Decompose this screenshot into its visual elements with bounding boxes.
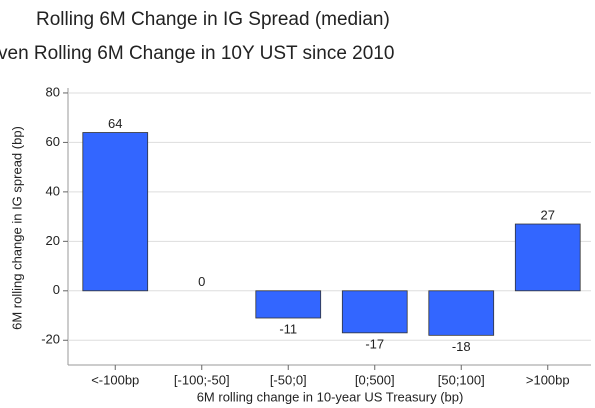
y-axis-label: 6M rolling change in IG spread (bp) [9, 126, 24, 330]
y-tick-label: 40 [46, 183, 60, 198]
value-label: -17 [365, 336, 384, 351]
bar [428, 290, 495, 336]
x-axis-label: 6M rolling change in 10-year US Treasury… [197, 389, 464, 404]
x-tick-label: [0;500] [355, 372, 395, 387]
chart-title: Rolling 6M Change in IG Spread (median) [36, 9, 390, 30]
value-label: -18 [452, 339, 471, 354]
y-tick-label: 60 [46, 134, 60, 149]
y-tick-label: 0 [53, 282, 60, 297]
value-label: 27 [541, 207, 555, 222]
y-tick-label: 20 [46, 233, 60, 248]
x-tick-label: >100bp [526, 372, 570, 387]
x-tick-label: [-50;0] [270, 372, 307, 387]
bar [255, 290, 322, 319]
chart-subtitle: ven Rolling 6M Change in 10Y UST since 2… [0, 43, 394, 64]
x-tick-label: [50;100] [438, 372, 485, 387]
y-tick-label: -20 [41, 332, 60, 347]
bar [514, 223, 581, 292]
y-tick-label: 80 [46, 84, 60, 99]
value-label: -11 [279, 321, 297, 336]
bar [82, 132, 149, 292]
x-tick-label: [-100;-50] [174, 372, 230, 387]
value-label: 0 [198, 274, 205, 289]
x-tick-label: <-100bp [91, 372, 139, 387]
value-label: 64 [108, 116, 122, 131]
bar [341, 290, 408, 334]
